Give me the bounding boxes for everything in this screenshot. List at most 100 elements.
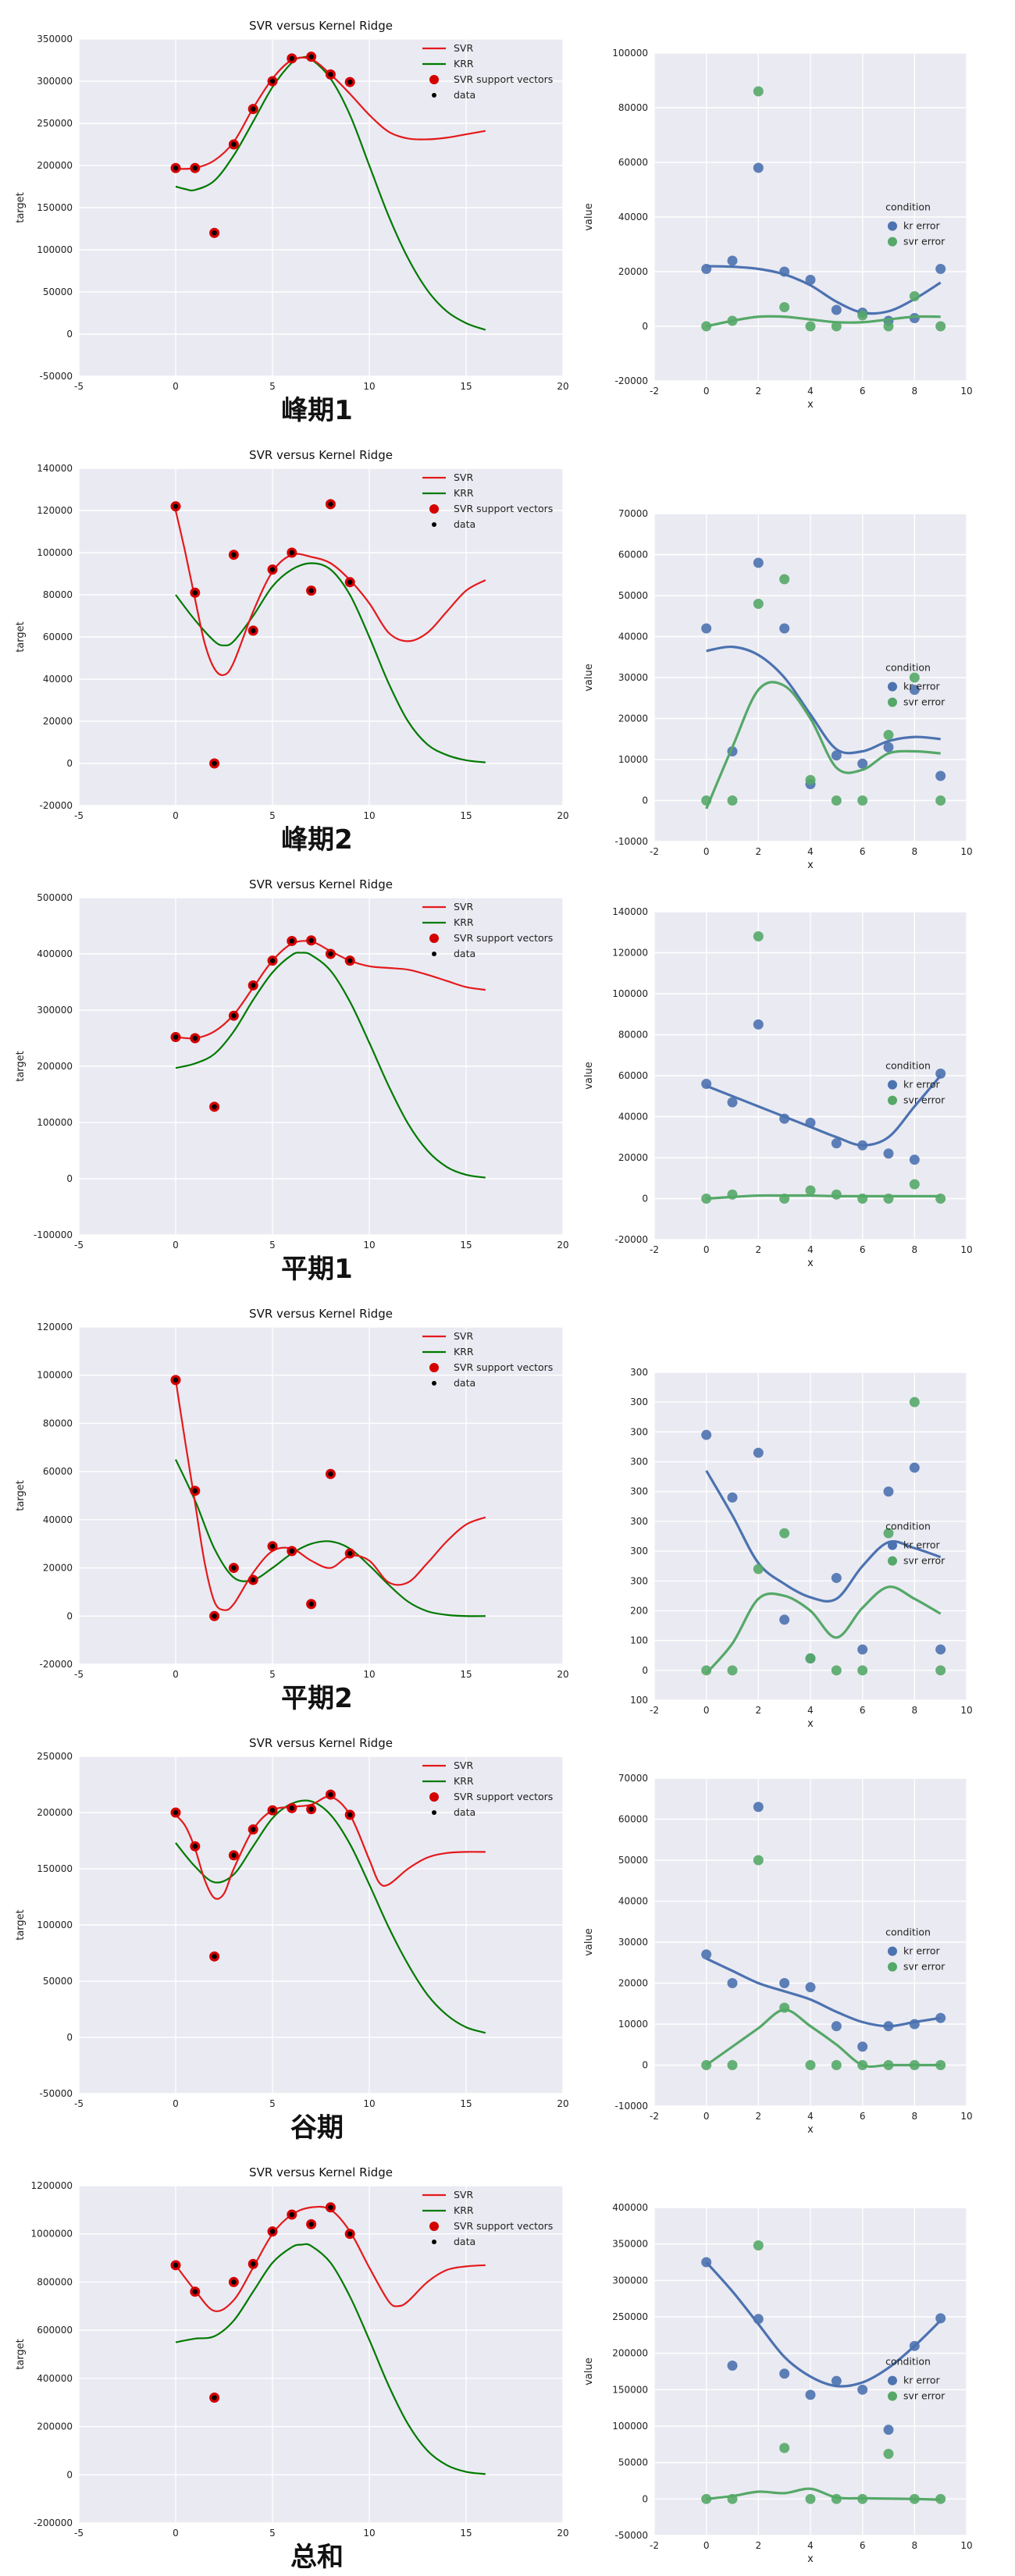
legend-swatch: [888, 1540, 897, 1550]
y-tick-label: 20000: [618, 1978, 648, 1989]
trend-line: [706, 1194, 941, 1201]
y-tick-label: 50000: [618, 1855, 648, 1866]
scatter-point: [883, 730, 894, 740]
x-tick-label: -5: [74, 2098, 84, 2109]
x-tick-label: 8: [912, 386, 918, 397]
y-axis-label: value: [583, 664, 595, 692]
scatter-point: [805, 2389, 816, 2400]
y-tick-label: -50000: [39, 371, 73, 382]
row-caption: 谷期: [290, 2112, 344, 2144]
scatter-point: [831, 321, 842, 332]
scatter-point: [779, 2368, 790, 2379]
legend-sv-label: SVR support vectors: [454, 1361, 553, 1373]
y-tick-label: 300000: [37, 1005, 73, 1016]
y-tick-label: 20000: [618, 266, 648, 277]
legend: condition kr error svr error: [885, 2356, 946, 2402]
legend-title: condition: [885, 662, 931, 674]
data-point: [347, 1550, 353, 1557]
x-tick-label: 8: [912, 2111, 918, 2122]
x-tick-label: 5: [269, 810, 276, 821]
scatter-point: [753, 1564, 764, 1574]
x-tick-label: 8: [912, 846, 918, 857]
data-point: [173, 1377, 179, 1383]
scatter-point: [727, 1665, 738, 1676]
legend: SVR KRR SVR support vectors data: [422, 2189, 553, 2247]
x-tick-label: -5: [74, 1669, 84, 1680]
y-tick-label: 300: [630, 1516, 648, 1527]
x-tick-label: 0: [173, 810, 179, 821]
scatter-point: [727, 1492, 738, 1503]
data-point: [269, 1543, 276, 1550]
legend-krr-label: KRR: [454, 916, 474, 928]
y-tick-label: 120000: [37, 505, 73, 516]
x-tick-label: 15: [460, 2528, 472, 2539]
x-tick-label: 20: [557, 1240, 568, 1251]
legend-sv-swatch: [429, 1363, 439, 1372]
y-axis-label: value: [583, 2357, 595, 2386]
x-tick-label: -5: [74, 2528, 84, 2539]
scatter-point: [935, 1068, 946, 1079]
y-tick-label: 100000: [37, 1117, 73, 1128]
y-tick-label: 50000: [43, 286, 73, 297]
legend-swatch: [888, 1080, 897, 1090]
scatter-point: [701, 264, 712, 274]
x-tick-label: 10: [363, 1240, 375, 1251]
x-tick-label: 0: [703, 1244, 710, 1255]
x-tick-label: 6: [860, 846, 866, 857]
x-tick-label: 10: [363, 810, 375, 821]
trend-line: [705, 1585, 942, 1674]
scatter-point: [935, 770, 946, 781]
y-tick-label: -100000: [34, 1229, 73, 1240]
scatter-point: [883, 1486, 894, 1497]
y-tick-label: 100000: [612, 2421, 648, 2432]
data-point: [251, 1827, 256, 1832]
legend-krr-label: KRR: [454, 1775, 474, 1787]
x-tick-label: 15: [460, 810, 472, 821]
legend-swatch: [888, 1556, 897, 1566]
y-tick-label: 100000: [37, 244, 73, 255]
legend-sv-label: SVR support vectors: [454, 503, 553, 514]
legend: SVR KRR SVR support vectors data: [422, 1330, 553, 1389]
scatter-point: [857, 2493, 868, 2504]
scatter-point: [909, 1155, 920, 1165]
x-tick-label: 0: [173, 381, 179, 392]
legend-data-swatch: [432, 952, 436, 956]
legend-label: kr error: [903, 2375, 940, 2386]
y-tick-label: 0: [66, 758, 73, 769]
legend-data-label: data: [454, 518, 475, 530]
y-tick-label: 120000: [612, 948, 648, 959]
y-tick-label: -50000: [614, 2530, 648, 2541]
gridlines: [78, 38, 564, 377]
scatter-point: [701, 1079, 712, 1089]
x-tick-label: 6: [860, 1705, 866, 1716]
y-tick-label: 70000: [618, 1773, 648, 1784]
chart-row: SVR versus Kernel Ridge-5 0 5 10 15 20-200000…: [15, 448, 973, 871]
gridlines: [78, 1756, 564, 2094]
legend-title: condition: [885, 2356, 931, 2368]
legend-sv-label: SVR support vectors: [454, 932, 553, 944]
scatter-point: [727, 315, 738, 326]
chart-title: SVR versus Kernel Ridge: [249, 1736, 393, 1750]
y-tick-label: 20000: [618, 713, 648, 724]
y-tick-label: 0: [642, 795, 648, 806]
x-axis-label: x: [807, 2124, 814, 2136]
scatter-point: [701, 1429, 712, 1440]
scatter-point: [779, 2443, 790, 2453]
chart-row: SVR versus Kernel Ridge-5 0 5 10 15 20-500000…: [15, 1736, 973, 2144]
y-tick-label: 400000: [612, 2202, 648, 2213]
legend: SVR KRR SVR support vectors data: [422, 42, 553, 101]
scatter-point: [701, 2060, 712, 2070]
scatter-point: [753, 1802, 764, 1813]
x-tick-label: 10: [960, 1705, 972, 1716]
y-tick-label: 30000: [618, 1937, 648, 1948]
scatter-point: [727, 2060, 738, 2070]
data-point: [231, 141, 237, 148]
y-tick-label: 350000: [37, 34, 73, 44]
x-axis-label: x: [807, 859, 814, 871]
scatter-point: [935, 2012, 946, 2023]
data-point: [289, 938, 294, 944]
data-point: [328, 951, 333, 957]
scatter-point: [727, 2493, 738, 2504]
legend-label: svr error: [903, 1555, 946, 1567]
y-tick-label: 300000: [612, 2275, 648, 2286]
